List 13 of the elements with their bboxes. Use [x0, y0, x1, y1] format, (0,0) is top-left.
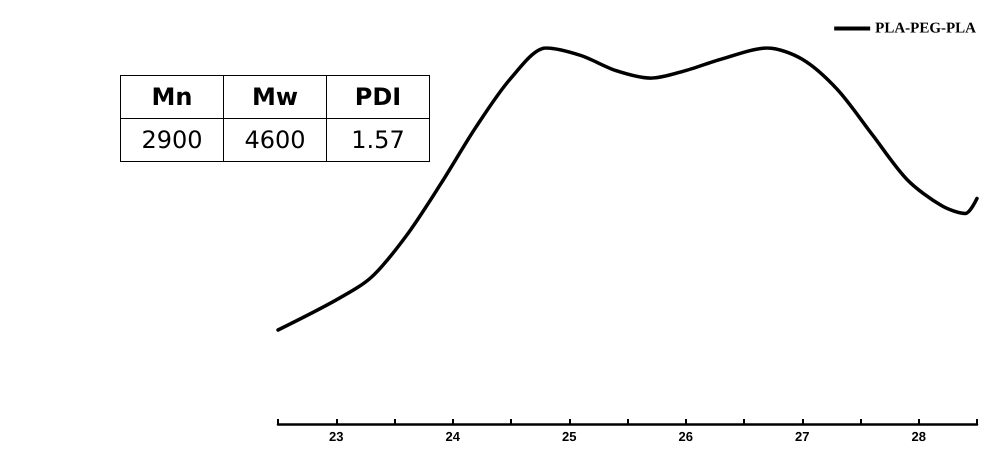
- annotation: PDI: [326, 76, 430, 118]
- x-tick-label: 26: [678, 429, 693, 444]
- text: Mn: [120, 76, 224, 118]
- legend-label: PLA-PEG-PLA: [875, 20, 976, 36]
- x-tick-label: 27: [795, 429, 810, 444]
- annotation: 4600: [224, 118, 326, 162]
- x-tick-label: 25: [562, 429, 576, 444]
- x-tick-label: 23: [329, 429, 344, 444]
- x-tick-label: 24: [446, 429, 461, 444]
- annotation: Mw: [224, 76, 326, 118]
- annotation: 1.57: [326, 118, 430, 162]
- text: 2900: [120, 118, 224, 162]
- x-tick-label: 28: [912, 429, 926, 444]
